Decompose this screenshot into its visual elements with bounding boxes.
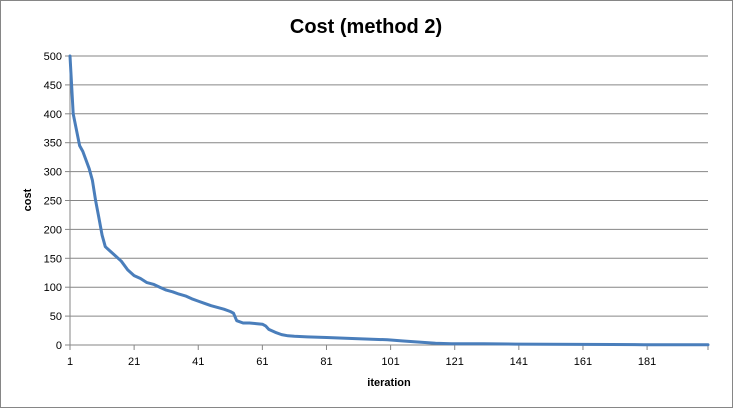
y-axis-label: cost [22,188,34,211]
y-tick-label-200: 200 [44,224,62,236]
x-tick-label-21: 21 [128,356,140,368]
x-tick-label-161: 161 [574,356,592,368]
y-tick-label-450: 450 [44,80,62,92]
y-tick-label-350: 350 [44,138,62,150]
x-tick-labels: 1 21 41 61 81 101 121 141 161 181 [67,345,709,368]
series-line-cost [68,54,710,347]
y-tick-label-400: 400 [44,109,62,121]
x-axis-label: iteration [367,377,411,389]
y-tick-label-150: 150 [44,253,62,265]
y-tick-label-0: 0 [56,340,62,352]
x-tick-label-141: 141 [510,356,528,368]
x-tick-label-61: 61 [256,356,268,368]
x-tick-label-101: 101 [381,356,399,368]
chart-title: Cost (method 2) [290,16,442,38]
x-tick-label-41: 41 [192,356,204,368]
y-tick-label-250: 250 [44,196,62,208]
x-tick-label-81: 81 [320,356,332,368]
x-tick-label-1: 1 [67,356,73,368]
x-tick-label-181: 181 [638,356,656,368]
y-tick-label-500: 500 [44,51,62,63]
gridlines [70,55,708,317]
y-tick-label-50: 50 [50,311,62,323]
y-tick-label-300: 300 [44,167,62,179]
y-tick-label-100: 100 [44,282,62,294]
y-tick-labels: 0 50 100 150 200 250 300 350 400 450 500 [44,51,70,352]
x-tick-label-121: 121 [446,356,464,368]
